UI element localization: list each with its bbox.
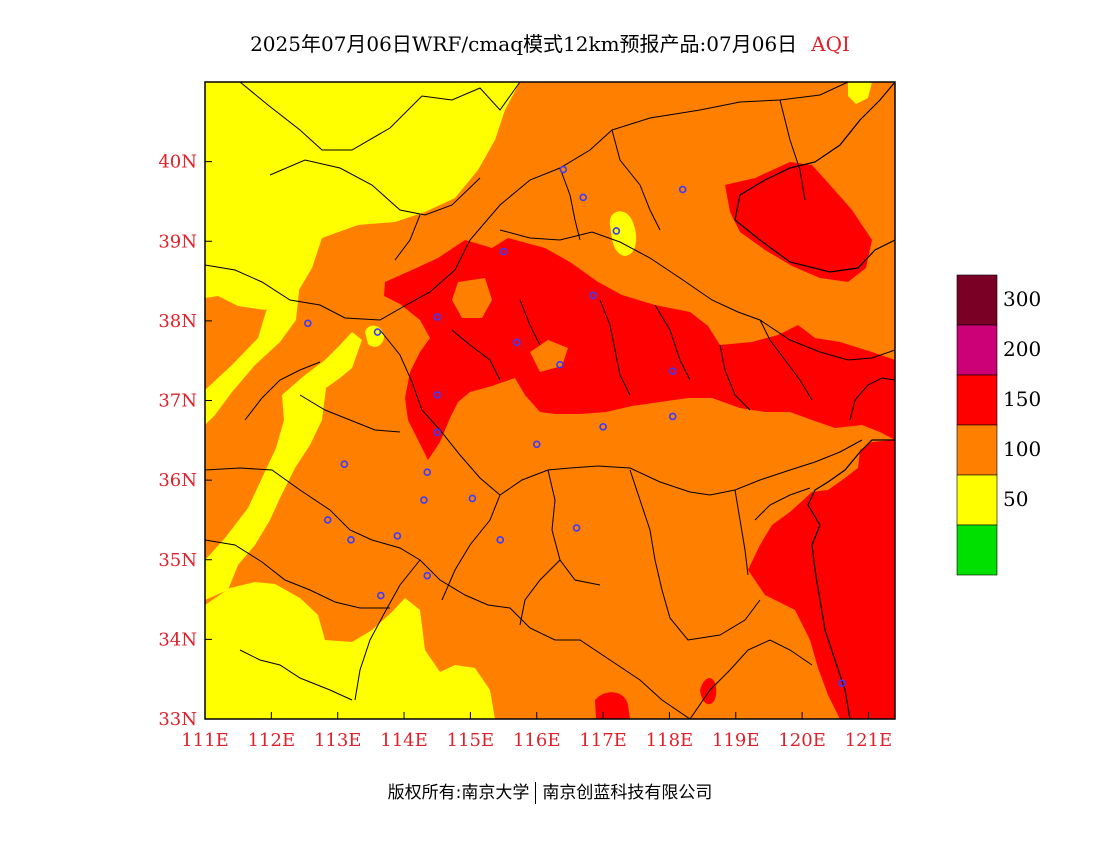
map-title: 2025年07月06日WRF/cmaq模式12km预报产品:07月06日 AQI	[0, 28, 1100, 57]
station-marker	[589, 291, 597, 300]
lon-tick-label: 111E	[181, 730, 229, 751]
aqi-zone-moderate-hole-1	[452, 278, 492, 318]
legend-swatch	[956, 324, 998, 376]
aqi-field	[205, 82, 895, 719]
legend-label: 300	[1003, 287, 1042, 311]
station-marker	[304, 319, 312, 328]
lat-tick-label: 40N	[158, 152, 197, 173]
station-marker	[423, 571, 432, 580]
station-marker	[668, 367, 677, 375]
aqi-legend	[956, 274, 998, 576]
lon-tick-label: 114E	[380, 730, 428, 751]
station-marker	[678, 185, 687, 194]
station-marker	[433, 428, 442, 437]
station-marker	[468, 494, 477, 503]
station-marker	[393, 532, 402, 540]
station-marker	[532, 440, 541, 449]
lon-tick-label: 112E	[248, 730, 296, 751]
copyright-separator	[535, 782, 537, 804]
aqi-zone-good-north-tianjin	[609, 211, 637, 256]
coastline	[734, 82, 895, 273]
legend-swatch	[956, 524, 998, 576]
station-marker	[668, 412, 677, 421]
station-marker	[572, 524, 581, 532]
aqi-zone-unhealthy-small-2	[595, 692, 630, 719]
copyright-company: 南京创蓝科技有限公司	[542, 783, 713, 803]
lat-tick-label: 34N	[158, 629, 197, 650]
aqi-zone-good-west-inner	[205, 332, 362, 600]
lon-tick-label: 121E	[845, 730, 893, 751]
station-marker	[513, 338, 521, 347]
aqi-zone-moderate-hole-2	[530, 340, 568, 372]
station-marker	[838, 679, 846, 687]
station-marker	[559, 165, 568, 174]
aqi-zone-good-west	[205, 282, 300, 425]
legend-swatch	[956, 424, 998, 476]
lat-tick-label: 33N	[158, 709, 197, 730]
aqi-zone-good-northeast	[848, 82, 872, 104]
aqi-zone-unhealthy-southeast	[748, 440, 895, 719]
station-marker	[373, 328, 382, 336]
copyright-owner: 版权所有:南京大学	[387, 783, 530, 803]
aqi-zone-unhealthy-northeast	[725, 162, 872, 282]
station-markers	[304, 165, 846, 687]
station-marker	[496, 536, 505, 544]
legend-label: 150	[1003, 387, 1042, 411]
legend-swatch	[956, 474, 998, 526]
lon-axis: 111E 112E 113E 114E 115E 116E 117E 118E 119E 120E…	[181, 712, 892, 751]
station-marker	[340, 460, 349, 469]
map-title-text: 2025年07月06日WRF/cmaq模式12km预报产品:07月06日	[250, 32, 798, 56]
station-marker	[612, 227, 621, 235]
station-marker	[433, 313, 442, 321]
legend-label: 100	[1003, 437, 1042, 461]
aqi-zone-good-northwest	[205, 82, 520, 310]
coastline-south	[807, 439, 895, 719]
legend-swatch	[956, 274, 998, 326]
boundary-lines	[205, 82, 895, 719]
aqi-zone-unhealthy-central	[384, 238, 895, 460]
lat-tick-label: 35N	[158, 550, 197, 571]
station-marker	[579, 193, 587, 202]
lon-tick-label: 120E	[778, 730, 826, 751]
lon-tick-label: 119E	[712, 730, 760, 751]
station-marker	[599, 422, 607, 431]
lat-tick-label: 38N	[158, 311, 197, 332]
variable-label: AQI	[811, 32, 850, 56]
lon-tick-label: 118E	[646, 730, 694, 751]
aqi-zone-unhealthy-small-1	[700, 678, 717, 705]
station-marker	[347, 536, 355, 544]
lat-axis: 33N 34N 35N 36N 37N 38N 39N 40N	[158, 152, 212, 730]
lat-tick-label: 36N	[158, 470, 197, 491]
aqi-zone-good-taiyuan	[365, 325, 384, 347]
station-marker	[423, 468, 432, 476]
legend-swatch	[956, 374, 998, 426]
lon-tick-label: 117E	[579, 730, 627, 751]
lat-tick-label: 39N	[158, 231, 197, 252]
copyright-footer: 版权所有:南京大学 南京创蓝科技有限公司	[0, 778, 1100, 804]
lat-tick-label: 37N	[158, 391, 197, 412]
aqi-zone-good-southwest	[205, 582, 495, 719]
lon-tick-label: 115E	[447, 730, 495, 751]
legend-label: 50	[1003, 487, 1029, 511]
lon-tick-label: 116E	[513, 730, 561, 751]
station-marker	[377, 591, 385, 600]
station-marker	[323, 516, 332, 524]
station-marker	[433, 391, 442, 399]
station-marker	[556, 360, 564, 369]
station-marker	[499, 247, 508, 256]
lon-tick-label: 113E	[314, 730, 362, 751]
legend-label: 200	[1003, 337, 1042, 361]
station-marker	[420, 496, 428, 504]
